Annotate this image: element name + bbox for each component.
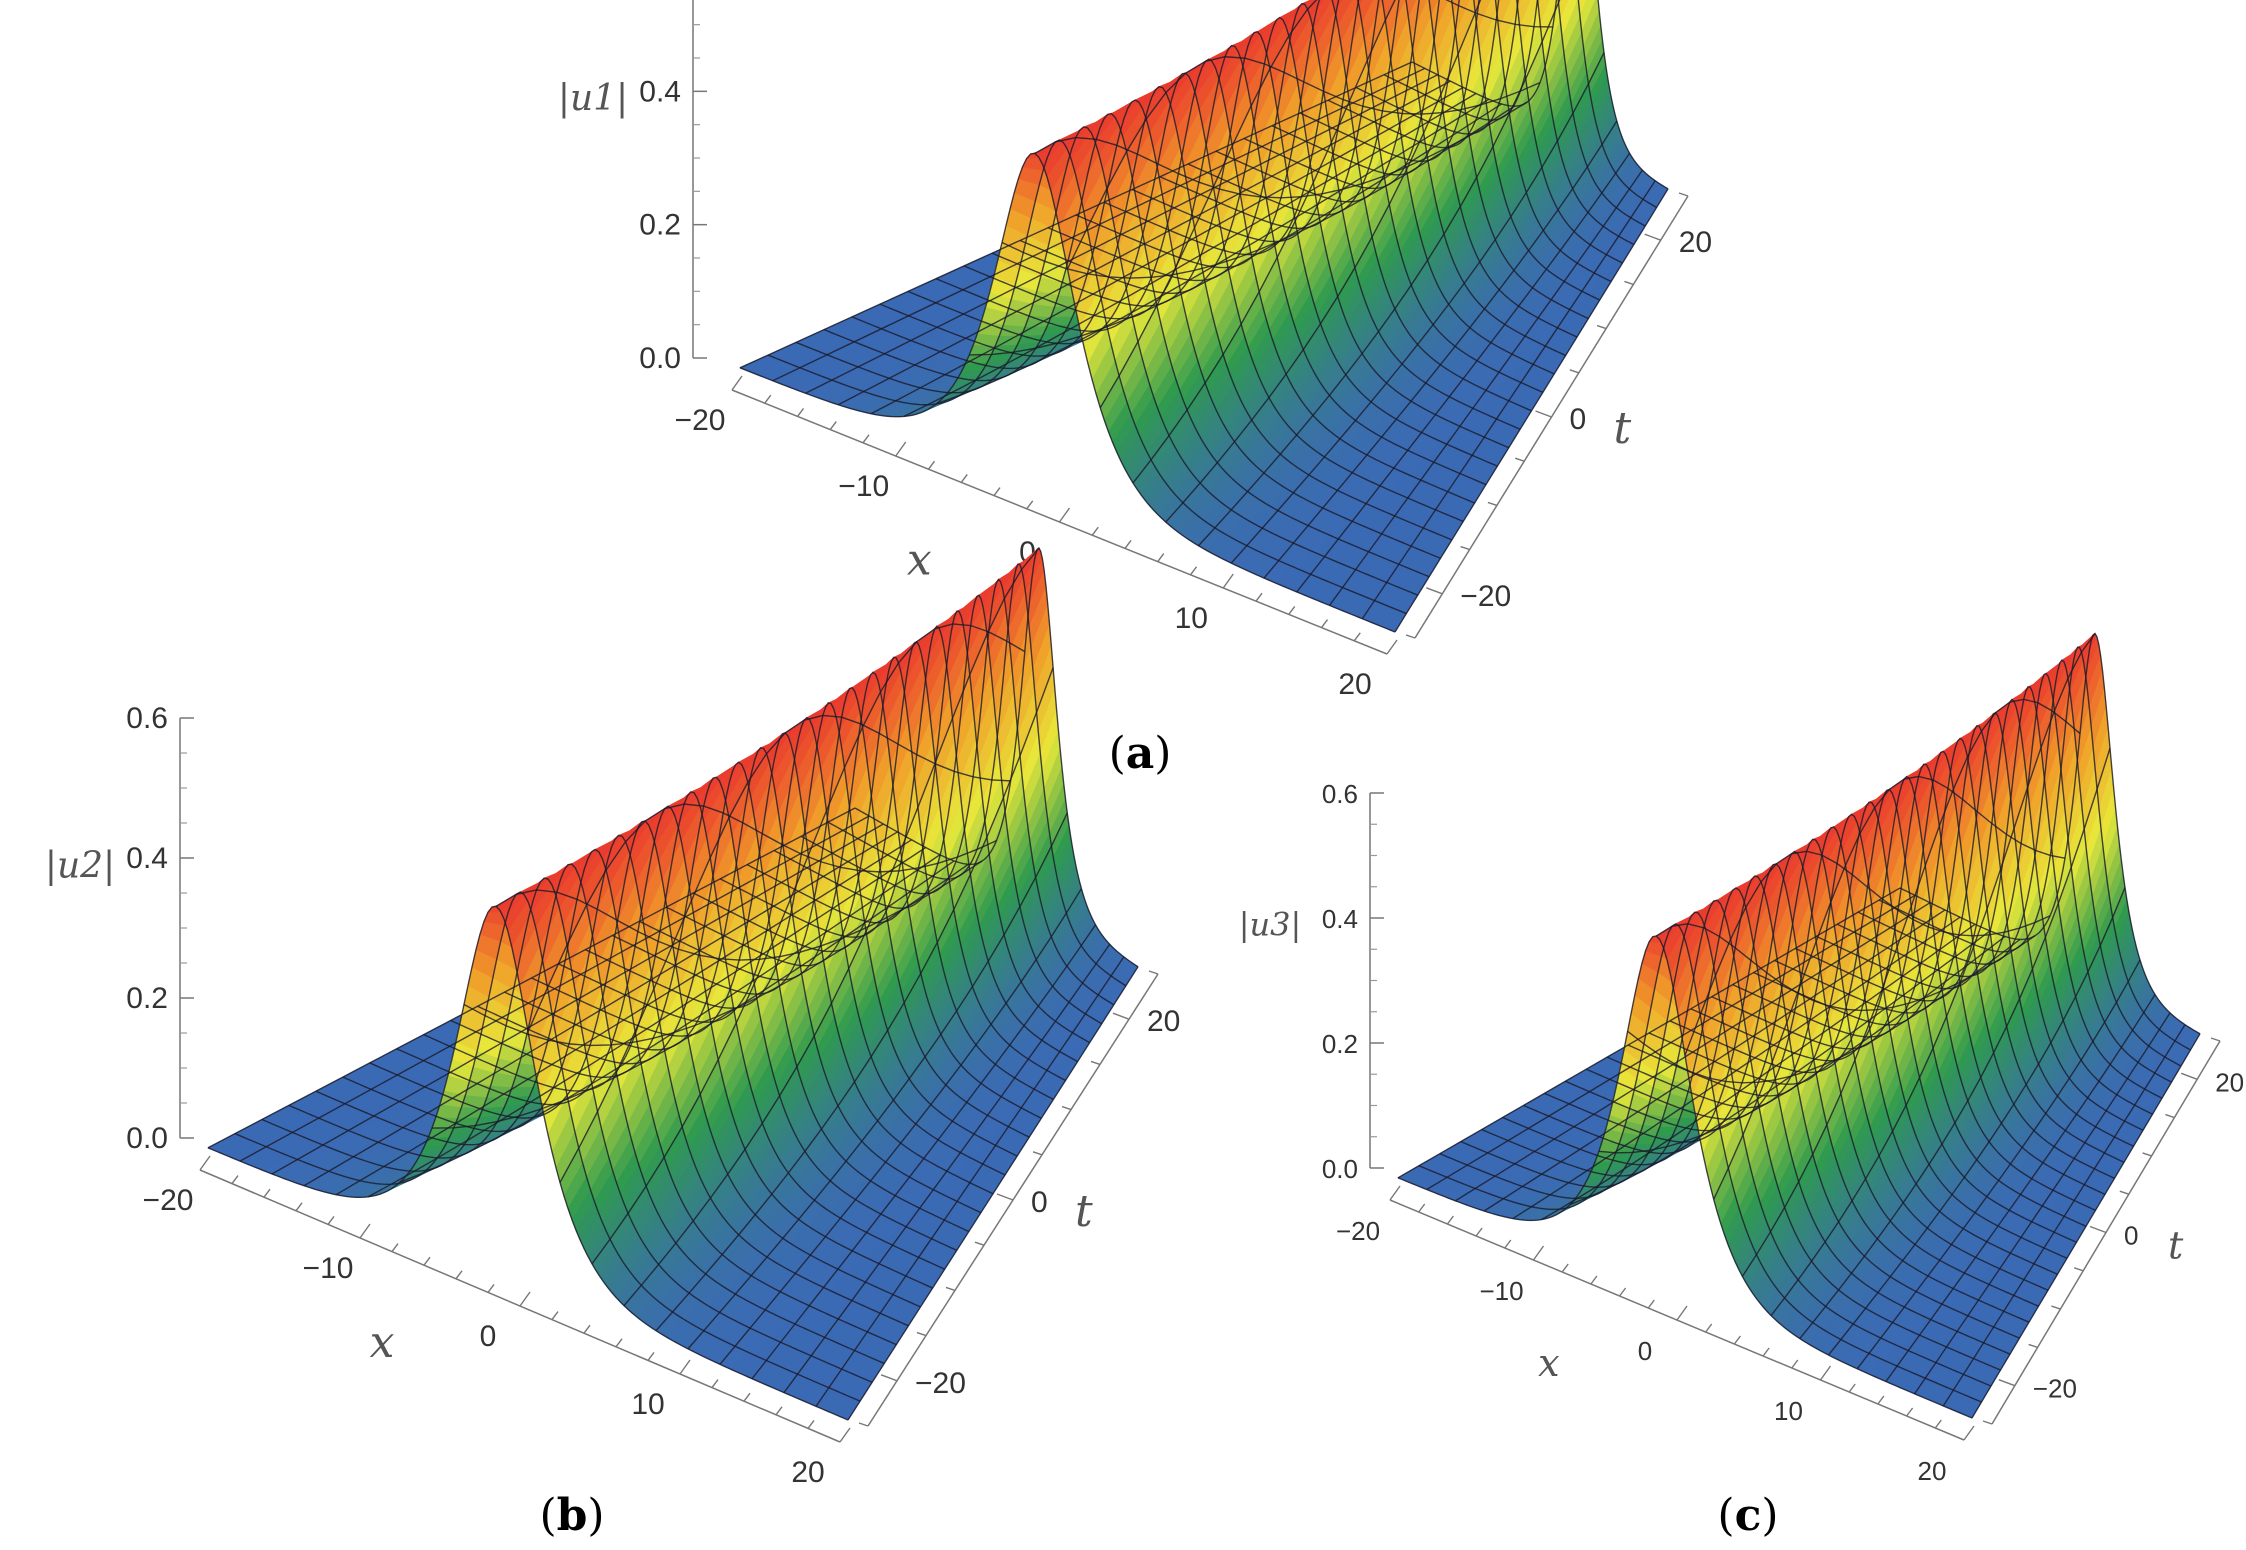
x-tick — [1124, 539, 1132, 549]
z-tick-label: 0.6 — [126, 702, 168, 735]
t-tick — [1569, 369, 1580, 374]
x-tick — [1189, 566, 1198, 576]
x-tick — [1386, 639, 1398, 655]
t-tick — [1678, 192, 1689, 197]
t-tick — [1405, 634, 1416, 639]
x-tick — [1288, 605, 1296, 615]
t-tick — [1644, 233, 1661, 241]
x-tick — [1320, 619, 1329, 629]
z-axis: 0.00.20.40.6|u1| — [558, 0, 707, 375]
x-tick-label: 20 — [1338, 668, 1371, 701]
x-tick — [1091, 526, 1099, 536]
z-axis-title: |u2| — [45, 846, 115, 887]
x-tick — [1255, 592, 1263, 602]
t-tick — [1460, 545, 1470, 551]
x-tick-label: 10 — [1175, 602, 1208, 635]
x-tick — [764, 394, 772, 404]
t-tick — [1487, 501, 1498, 507]
x-tick — [1058, 507, 1071, 523]
z-tick-label: 0.2 — [639, 209, 681, 242]
t-tick — [1514, 457, 1525, 462]
x-axis-title: x — [907, 534, 932, 585]
t-tick-label: 20 — [1679, 226, 1712, 259]
x-tick — [993, 487, 1001, 497]
x-tick-label: −20 — [675, 404, 726, 437]
t-axis-title: t — [1614, 403, 1632, 454]
x-tick — [895, 441, 907, 457]
t-tick — [1535, 410, 1552, 418]
x-tick — [829, 421, 837, 431]
x-tick — [1026, 500, 1034, 510]
surface — [739, 0, 1669, 633]
z-axis-title: |u1| — [558, 78, 628, 119]
surface — [207, 547, 1139, 1421]
x-tick — [862, 434, 870, 444]
t-tick-label: −20 — [1460, 580, 1511, 613]
x-tick-label: −10 — [838, 470, 889, 503]
x-tick — [1222, 573, 1234, 589]
z-tick-label: 0.2 — [126, 982, 168, 1015]
x-tick — [1157, 553, 1165, 563]
z-axis: 0.0 0.2 0.4 0.6 |u2| — [45, 702, 194, 1155]
x-tick — [927, 460, 936, 470]
t-tick — [1426, 587, 1443, 595]
x-tick — [1353, 632, 1361, 642]
x-tick — [796, 407, 805, 417]
z-tick-label: 0.4 — [126, 842, 168, 875]
z-tick-label: 0.0 — [639, 342, 681, 375]
z-tick-label: 0.4 — [639, 75, 681, 108]
x-tick — [731, 375, 743, 391]
t-tick-label: 0 — [1570, 403, 1587, 436]
t-tick — [1596, 324, 1607, 330]
z-tick-label: 0.0 — [126, 1122, 168, 1155]
t-tick — [1624, 280, 1634, 286]
x-tick — [960, 473, 968, 483]
